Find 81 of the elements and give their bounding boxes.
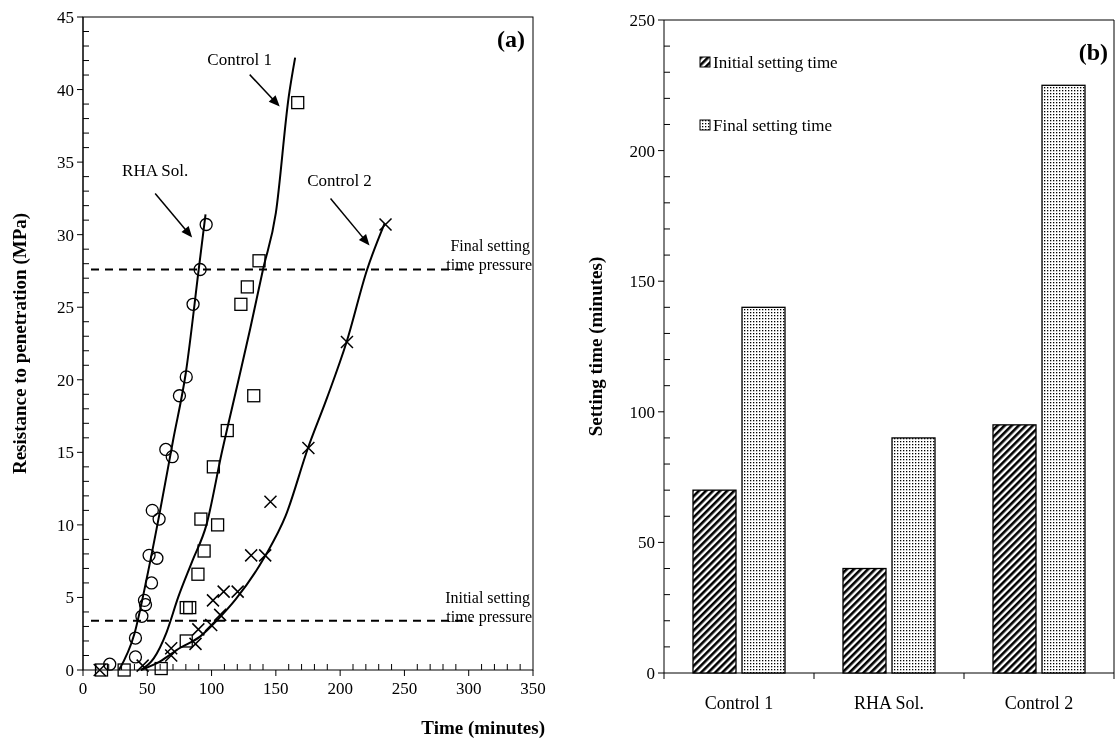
x-axis-title: Time (minutes) (421, 717, 545, 739)
y-tick-label: 200 (629, 141, 655, 161)
point (193, 262, 207, 277)
point (135, 658, 150, 673)
y-axis-title: Resistance to penetration (MPa) (9, 212, 31, 475)
y-tick-label: 10 (57, 515, 74, 535)
y-tick-label: 15 (57, 443, 74, 463)
x-tick-label: 350 (520, 679, 546, 698)
x-tick-label: RHA Sol. (853, 693, 925, 713)
point (340, 335, 354, 349)
x-tick-label: 250 (391, 679, 418, 698)
point (164, 648, 178, 663)
point (213, 608, 227, 622)
point (194, 512, 208, 526)
point (128, 650, 143, 664)
y-tick-label: 40 (57, 80, 74, 100)
point (291, 95, 305, 110)
x-tick-label: 300 (455, 679, 482, 698)
point (206, 593, 220, 608)
x-tick-label: Control 2 (1004, 693, 1074, 713)
point (179, 634, 193, 648)
point (164, 641, 178, 655)
point (240, 280, 254, 294)
point (197, 544, 211, 558)
chart-title: (a) (497, 26, 525, 52)
y-tick-label: 100 (629, 402, 655, 422)
point (172, 389, 187, 403)
point (137, 593, 152, 607)
x-tick-label: 0 (78, 679, 88, 698)
y-tick-label: 5 (65, 588, 74, 608)
point (117, 663, 131, 677)
point (234, 297, 248, 311)
point (301, 441, 316, 455)
x-tick-label: 150 (263, 679, 289, 698)
point (188, 637, 203, 651)
text: Control 1 (207, 49, 273, 69)
x-tick-label: 200 (327, 679, 353, 698)
point (138, 598, 153, 612)
y-tick-label: 0 (65, 660, 74, 680)
point (183, 600, 197, 615)
text: RHA Sol. (122, 161, 189, 181)
point (145, 503, 159, 518)
y-tick-label: 250 (629, 10, 655, 30)
point (154, 661, 168, 676)
point (179, 370, 193, 384)
x-tick-label: Control 1 (704, 693, 774, 713)
series-label: Control 2 (307, 171, 372, 191)
y-tick-label: 25 (57, 298, 74, 318)
point (199, 217, 213, 232)
y-tick-label: 45 (57, 7, 74, 27)
point (142, 548, 156, 563)
y-tick-label: 0 (646, 663, 655, 683)
point (191, 622, 206, 637)
y-tick-label: 35 (57, 153, 74, 173)
point (206, 460, 221, 474)
y-axis-title: Setting time (minutes) (585, 256, 607, 437)
point (191, 567, 205, 581)
y-tick-label: 50 (638, 533, 655, 553)
point (247, 389, 261, 403)
point (103, 657, 117, 671)
point (159, 442, 173, 457)
legend-label: Initial setting time (713, 52, 838, 72)
point (179, 600, 193, 615)
point (210, 518, 225, 532)
point (220, 423, 234, 438)
point (150, 551, 164, 565)
point (135, 609, 149, 623)
point (144, 576, 159, 590)
y-tick-label: 20 (57, 370, 74, 390)
text: (b) (1078, 39, 1108, 65)
point (186, 297, 200, 311)
y-tick-label: 30 (57, 225, 74, 245)
x-tick-label: 100 (198, 679, 225, 698)
point (152, 512, 166, 526)
point (128, 631, 143, 645)
point (165, 450, 179, 464)
point (263, 494, 278, 509)
legend-label: Final setting time (713, 115, 832, 135)
y-tick-label: 150 (629, 272, 655, 292)
point (252, 254, 266, 268)
x-tick-label: 50 (138, 679, 156, 698)
